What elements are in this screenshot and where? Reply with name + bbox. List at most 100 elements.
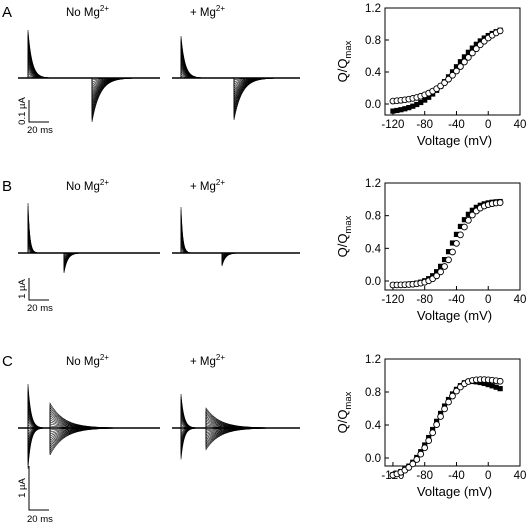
data-point-filled bbox=[449, 69, 456, 75]
panel-c-traces-mg bbox=[172, 393, 300, 460]
y-tick-label: 0.8 bbox=[365, 387, 381, 399]
current-trace bbox=[18, 383, 160, 456]
y-tick-label: 0.0 bbox=[365, 99, 381, 111]
data-point-open bbox=[453, 240, 460, 247]
current-trace bbox=[172, 408, 300, 457]
current-trace bbox=[18, 411, 160, 439]
y-tick-label: 1.2 bbox=[365, 178, 381, 190]
data-point-filled bbox=[477, 38, 483, 44]
x-tick-label: 40 bbox=[514, 470, 527, 482]
x-tick-label: -80 bbox=[416, 470, 433, 482]
x-tick-label: 40 bbox=[514, 294, 527, 306]
y-tick-label: 0.0 bbox=[365, 276, 381, 288]
current-trace bbox=[172, 235, 300, 259]
y-axis-label: Q/Qmax bbox=[335, 40, 354, 82]
y-tick-label: 0.8 bbox=[365, 35, 381, 47]
current-trace bbox=[172, 238, 300, 258]
current-trace bbox=[18, 408, 160, 459]
data-point-filled bbox=[481, 380, 487, 387]
x-tick-label: -120 bbox=[381, 294, 404, 306]
current-trace bbox=[18, 218, 160, 267]
data-point-filled bbox=[449, 240, 456, 246]
plot-frame bbox=[384, 358, 521, 467]
current-trace bbox=[172, 206, 300, 267]
data-point-open bbox=[469, 211, 476, 219]
data-point-open bbox=[457, 231, 464, 239]
data-point-open bbox=[461, 223, 468, 231]
current-trace bbox=[172, 227, 300, 261]
panel-b-traces-mg bbox=[172, 206, 300, 267]
data-point-filled bbox=[426, 94, 432, 100]
x-axis-label: Voltage (mV) bbox=[417, 133, 492, 148]
data-point-open bbox=[417, 450, 425, 458]
y-tick-label: 0.4 bbox=[365, 243, 382, 255]
data-point-open bbox=[429, 429, 436, 437]
y-tick-label: 1.2 bbox=[365, 354, 381, 366]
x-axis-label: Voltage (mV) bbox=[417, 484, 492, 499]
panel-b-scale-x-label: 20 ms bbox=[27, 303, 53, 314]
data-point-open bbox=[461, 58, 468, 66]
data-point-open bbox=[437, 268, 444, 276]
y-tick-label: 0.8 bbox=[365, 211, 381, 223]
data-point-filled bbox=[434, 269, 440, 275]
current-trace bbox=[172, 212, 300, 265]
current-trace bbox=[18, 209, 160, 271]
current-trace bbox=[18, 417, 160, 445]
current-trace bbox=[172, 407, 300, 460]
current-trace bbox=[18, 221, 160, 266]
panel-a-traces-mg bbox=[172, 35, 300, 121]
panel-a-condition-right: + Mg2+ bbox=[190, 4, 225, 19]
panel-c-label: C bbox=[2, 353, 13, 370]
current-trace bbox=[18, 397, 160, 448]
panel-c-traces bbox=[18, 383, 160, 469]
current-trace bbox=[18, 240, 160, 259]
data-point-filled bbox=[473, 41, 479, 47]
x-tick-label: 40 bbox=[514, 119, 527, 131]
current-trace bbox=[18, 406, 160, 462]
current-trace bbox=[18, 414, 160, 449]
current-trace bbox=[18, 417, 160, 435]
current-trace bbox=[172, 414, 300, 449]
x-axis-label: Voltage (mV) bbox=[417, 308, 492, 323]
data-point-filled bbox=[390, 108, 396, 114]
data-point-filled bbox=[402, 106, 408, 112]
panel-a: A No Mg2+ + Mg2+ 0.1 µA 20 ms -120 -80 -40… bbox=[2, 3, 526, 148]
current-trace bbox=[172, 241, 300, 257]
current-trace bbox=[18, 202, 160, 274]
panel-b-traces bbox=[18, 202, 160, 274]
data-point-filled bbox=[394, 107, 400, 114]
current-trace bbox=[18, 246, 160, 257]
current-trace bbox=[172, 221, 300, 263]
current-trace bbox=[172, 412, 300, 452]
data-point-filled bbox=[465, 49, 471, 55]
panel-a-qv-plot: -120 -80 -40 0 40 0.0 0.4 0.8 1.2 Voltage (mV) Q/Q… bbox=[335, 3, 526, 148]
current-trace bbox=[18, 212, 160, 270]
panel-c: C No Mg2+ + Mg2+ 1 µA 20 ms -120-80-4004… bbox=[2, 353, 526, 525]
x-tick-label: 0 bbox=[485, 119, 491, 131]
data-point-filled bbox=[418, 99, 424, 106]
data-point-open bbox=[445, 256, 452, 264]
data-point-filled bbox=[414, 101, 420, 108]
current-trace bbox=[172, 404, 300, 444]
data-point-open bbox=[457, 63, 464, 70]
y-axis-label: Q/Qmax bbox=[335, 391, 354, 433]
y-tick-label: 1.2 bbox=[365, 3, 381, 15]
panel-a-scale-bar bbox=[28, 100, 49, 123]
data-point-filled bbox=[422, 97, 428, 103]
data-point-filled bbox=[457, 59, 464, 65]
data-point-filled bbox=[489, 383, 495, 389]
current-trace bbox=[172, 232, 300, 260]
data-point-filled bbox=[461, 54, 468, 60]
current-trace bbox=[18, 394, 160, 450]
y-tick-label: 0.0 bbox=[365, 453, 381, 465]
data-point-open bbox=[421, 444, 429, 452]
panel-a-condition-left: No Mg2+ bbox=[66, 4, 109, 19]
current-trace bbox=[18, 400, 160, 446]
data-point-filled bbox=[445, 249, 452, 255]
data-point-open bbox=[413, 456, 421, 463]
current-trace bbox=[172, 215, 300, 264]
panel-b-qv-plot: -120 -80 -40 0 40 0.0 0.4 0.8 1.2 Voltage (mV) Q/Q… bbox=[335, 178, 526, 323]
y-axis-label: Q/Qmax bbox=[335, 215, 354, 257]
data-point-open bbox=[496, 27, 504, 35]
current-trace bbox=[18, 410, 160, 456]
